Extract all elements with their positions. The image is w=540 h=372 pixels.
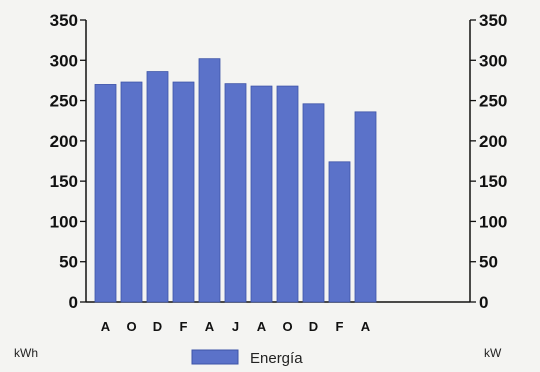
tick-labels: 0 50 100 150 200 250 300 350 0 50 100 150 200 250 300 3… — [50, 11, 508, 312]
y2-tick-label: 50 — [479, 253, 498, 272]
bar — [172, 81, 195, 303]
x-tick-label: A — [361, 319, 371, 334]
bar — [94, 84, 117, 303]
legend-label: Energía — [250, 350, 303, 367]
x-tick-label: D — [153, 319, 162, 334]
legend-swatch — [191, 349, 239, 365]
y-tick-label: 250 — [50, 92, 78, 111]
y2-tick-label: 0 — [479, 293, 488, 312]
y2-tick-label: 300 — [479, 51, 507, 70]
bar — [354, 111, 377, 303]
bar — [120, 81, 143, 303]
legend: Energía — [191, 349, 303, 367]
y2-tick-label: 350 — [479, 11, 507, 30]
x-tick-label: O — [126, 319, 136, 334]
x-tick-label: A — [101, 319, 111, 334]
y2-tick-label: 250 — [479, 92, 507, 111]
y2-tick-label: 100 — [479, 212, 507, 231]
y-tick-label: 300 — [50, 51, 78, 70]
y-tick-label: 100 — [50, 212, 78, 231]
bar — [276, 85, 299, 303]
y-tick-label: 200 — [50, 132, 78, 151]
y-axis-unit-label: kWh — [14, 346, 38, 360]
x-tick-label: A — [257, 319, 267, 334]
y2-tick-label: 200 — [479, 132, 507, 151]
y-tick-label: 0 — [69, 293, 78, 312]
bar — [198, 58, 221, 303]
x-tick-label: F — [180, 319, 188, 334]
bar — [250, 85, 273, 303]
x-tick-label: F — [336, 319, 344, 334]
x-tick-label: A — [205, 319, 215, 334]
bars — [94, 58, 377, 303]
y-tick-label: 50 — [59, 253, 78, 272]
y2-tick-label: 150 — [479, 172, 507, 191]
bar — [224, 83, 247, 303]
x-tick-label: D — [309, 319, 318, 334]
y-tick-label: 350 — [50, 11, 78, 30]
bar — [328, 161, 351, 303]
y2-axis-unit-label: kW — [484, 346, 502, 360]
x-tick-label: J — [232, 319, 239, 334]
x-tick-label: O — [282, 319, 292, 334]
y-tick-label: 150 — [50, 172, 78, 191]
bar — [146, 71, 169, 303]
bar — [302, 103, 325, 303]
